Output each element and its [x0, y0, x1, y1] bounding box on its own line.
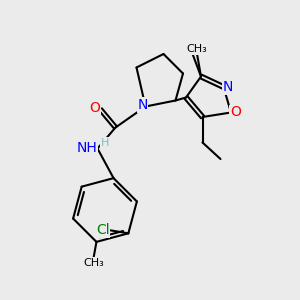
- Text: CH₃: CH₃: [83, 258, 104, 268]
- Text: CH₃: CH₃: [186, 44, 207, 55]
- Text: O: O: [90, 101, 101, 115]
- Text: N: N: [137, 98, 148, 112]
- Text: N: N: [223, 80, 233, 94]
- Text: H: H: [101, 137, 109, 148]
- Text: Cl: Cl: [96, 223, 110, 237]
- Text: NH: NH: [76, 142, 98, 155]
- Text: O: O: [230, 106, 241, 119]
